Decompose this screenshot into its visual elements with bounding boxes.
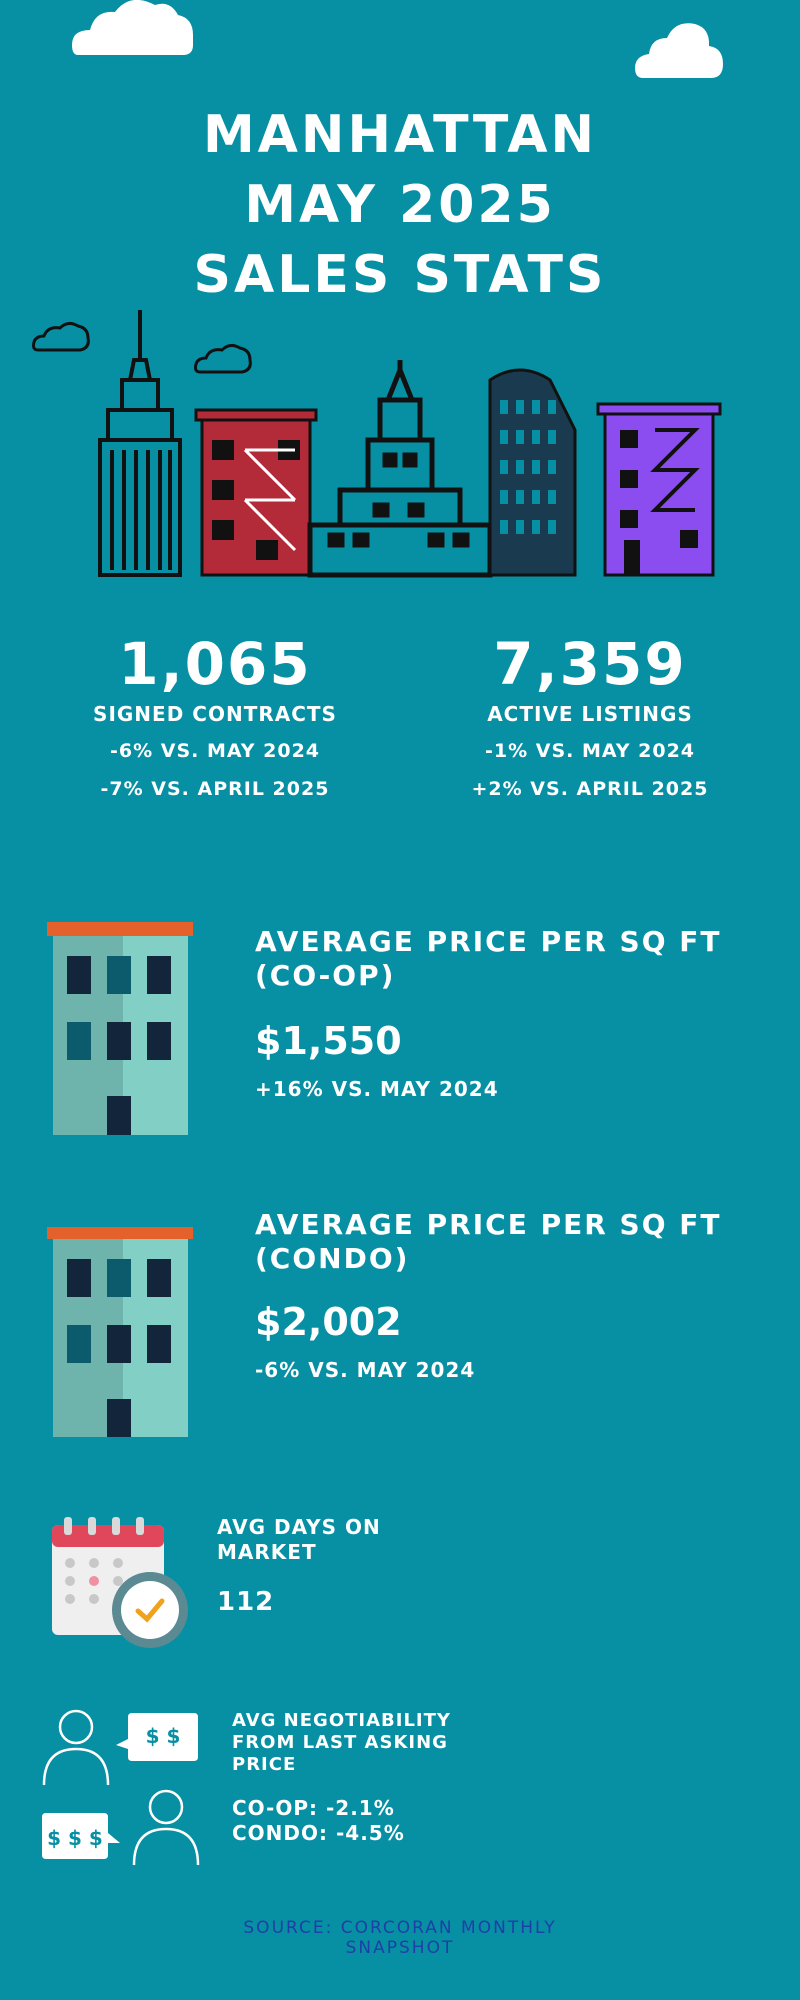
condo-change: -6% VS. MAY 2024 <box>255 1358 476 1382</box>
days-heading-sub: MARKET <box>217 1540 317 1564</box>
title-line-3: SALES STATS <box>193 245 607 305</box>
building-icon <box>47 1227 193 1437</box>
negotiation-icon <box>42 1709 200 1866</box>
stat-number: 1,065 <box>118 630 312 698</box>
title-line-2: MAY 2025 <box>244 175 556 235</box>
building-icon <box>47 922 193 1135</box>
stat-change: -1% VS. MAY 2024 <box>484 740 696 762</box>
skyline-illustration <box>32 310 722 578</box>
bubble-top-text: $ $ <box>145 1724 181 1748</box>
outline-cloud-icon <box>194 343 252 374</box>
title-line-1: MANHATTAN <box>202 105 598 165</box>
page-title: MANHATTAN MAY 2025 SALES STATS <box>0 100 800 310</box>
bubble-bottom-text: $ $ $ <box>47 1826 103 1850</box>
source-line-1: SOURCE: CORCORAN MONTHLY <box>243 1918 557 1938</box>
days-section: AVG DAYS ON MARKET 112 <box>217 1515 537 1617</box>
empire-state-building <box>98 310 182 577</box>
coop-section: AVERAGE PRICE PER SQ FT (CO-OP) $1,550 +… <box>255 925 775 1101</box>
stat-label: SIGNED CONTRACTS <box>93 702 337 726</box>
negotiability-coop: CO-OP: -2.1% <box>232 1796 395 1820</box>
coop-heading: AVERAGE PRICE PER SQ FT <box>255 925 722 958</box>
condo-value: $2,002 <box>255 1300 402 1344</box>
calendar-clock-icon <box>52 1517 188 1648</box>
condo-section: AVERAGE PRICE PER SQ FT (CONDO) $2,002 -… <box>255 1208 775 1382</box>
negotiability-section: AVG NEGOTIABILITY FROM LAST ASKING PRICE… <box>232 1710 632 1846</box>
days-value: 112 <box>217 1587 275 1617</box>
stat-change: -6% VS. MAY 2024 <box>109 740 321 762</box>
condo-heading-sub: (CONDO) <box>255 1242 410 1275</box>
red-brick-building <box>194 408 318 577</box>
art-deco-building <box>307 360 493 578</box>
negotiability-heading: FROM LAST ASKING <box>232 1732 448 1753</box>
cloud-icon <box>635 23 723 78</box>
outline-cloud-icon <box>32 321 90 352</box>
stat-label: ACTIVE LISTINGS <box>487 702 693 726</box>
flatiron-building <box>488 368 577 577</box>
negotiability-heading: AVG NEGOTIABILITY <box>232 1710 451 1731</box>
stat-change: +2% VS. APRIL 2025 <box>471 778 709 800</box>
source-note: SOURCE: CORCORAN MONTHLY SNAPSHOT <box>0 1918 800 1958</box>
coop-change: +16% VS. MAY 2024 <box>255 1077 499 1101</box>
stat-number: 7,359 <box>493 630 687 698</box>
condo-heading: AVERAGE PRICE PER SQ FT <box>255 1208 722 1241</box>
stat-active-listings: 7,359 ACTIVE LISTINGS -1% VS. MAY 2024 +… <box>430 630 750 800</box>
stat-signed-contracts: 1,065 SIGNED CONTRACTS -6% VS. MAY 2024 … <box>55 630 375 800</box>
cloud-icon <box>72 0 193 55</box>
negotiability-heading: PRICE <box>232 1754 297 1775</box>
coop-value: $1,550 <box>255 1019 402 1063</box>
days-heading: AVG DAYS ON <box>217 1515 381 1539</box>
purple-building <box>596 402 722 577</box>
coop-heading-sub: (CO-OP) <box>255 959 396 992</box>
source-line-2: SNAPSHOT <box>345 1938 455 1958</box>
negotiability-condo: CONDO: -4.5% <box>232 1821 405 1845</box>
stat-change: -7% VS. APRIL 2025 <box>100 778 330 800</box>
